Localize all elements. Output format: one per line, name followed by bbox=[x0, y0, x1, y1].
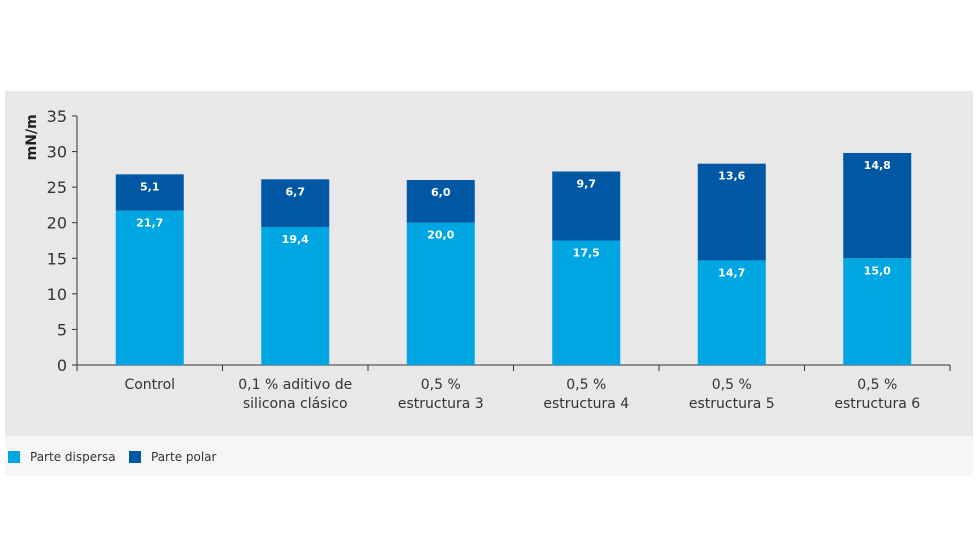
legend-label: Parte dispersa bbox=[30, 450, 116, 464]
y-tick-label: 0 bbox=[57, 356, 67, 375]
y-tick-label: 30 bbox=[47, 143, 67, 162]
data-label: 17,5 bbox=[573, 247, 600, 260]
y-tick-label: 10 bbox=[47, 285, 67, 304]
bar-polar bbox=[843, 152, 912, 259]
x-tick-label: estructura 6 bbox=[834, 396, 920, 412]
data-label: 13,6 bbox=[718, 170, 745, 183]
x-tick-label: estructura 4 bbox=[543, 396, 629, 412]
x-tick-label: 0,5 % bbox=[857, 377, 897, 393]
x-tick-label: estructura 5 bbox=[689, 396, 775, 412]
x-tick-label: 0,5 % bbox=[421, 377, 461, 393]
bar-polar bbox=[115, 174, 184, 211]
legend-label: Parte polar bbox=[151, 450, 217, 464]
data-label: 5,1 bbox=[140, 180, 160, 193]
bar-dispersa bbox=[261, 226, 330, 365]
y-tick-label: 15 bbox=[47, 249, 67, 268]
x-tick-label: estructura 3 bbox=[398, 396, 484, 412]
legend-item-dispersa: Parte dispersa bbox=[8, 450, 116, 464]
legend-swatch bbox=[129, 451, 141, 463]
data-label: 20,0 bbox=[427, 229, 454, 242]
x-tick-label: Control bbox=[124, 377, 175, 393]
legend-swatch bbox=[8, 451, 20, 463]
bar-dispersa bbox=[843, 258, 912, 365]
y-tick-label: 25 bbox=[47, 178, 67, 197]
legend-item-polar: Parte polar bbox=[129, 450, 216, 464]
bar-dispersa bbox=[406, 222, 475, 365]
data-label: 9,7 bbox=[577, 177, 597, 190]
x-tick-label: 0,5 % bbox=[712, 377, 752, 393]
y-tick-label: 20 bbox=[47, 214, 67, 233]
data-label: 15,0 bbox=[864, 264, 891, 277]
x-tick-label: silicona clásico bbox=[243, 396, 348, 412]
bar-dispersa bbox=[552, 240, 621, 365]
x-tick-label: 0,1 % aditivo de bbox=[238, 377, 352, 393]
bar-polar bbox=[552, 171, 621, 241]
bar-polar bbox=[697, 163, 766, 261]
bar-dispersa bbox=[697, 260, 766, 365]
data-label: 14,8 bbox=[864, 159, 891, 172]
data-label: 21,7 bbox=[136, 217, 163, 230]
data-label: 19,4 bbox=[282, 233, 309, 246]
bar-dispersa bbox=[115, 210, 184, 365]
bar-polar bbox=[406, 180, 475, 223]
legend-bar bbox=[5, 436, 973, 476]
bar-polar bbox=[261, 179, 330, 227]
y-tick-label: 35 bbox=[47, 107, 67, 126]
y-tick-label: 5 bbox=[57, 320, 67, 339]
data-label: 6,0 bbox=[431, 186, 451, 199]
x-tick-label: 0,5 % bbox=[566, 377, 606, 393]
data-label: 6,7 bbox=[286, 185, 306, 198]
y-axis-title: mN/m bbox=[24, 114, 40, 160]
data-label: 14,7 bbox=[718, 266, 745, 279]
